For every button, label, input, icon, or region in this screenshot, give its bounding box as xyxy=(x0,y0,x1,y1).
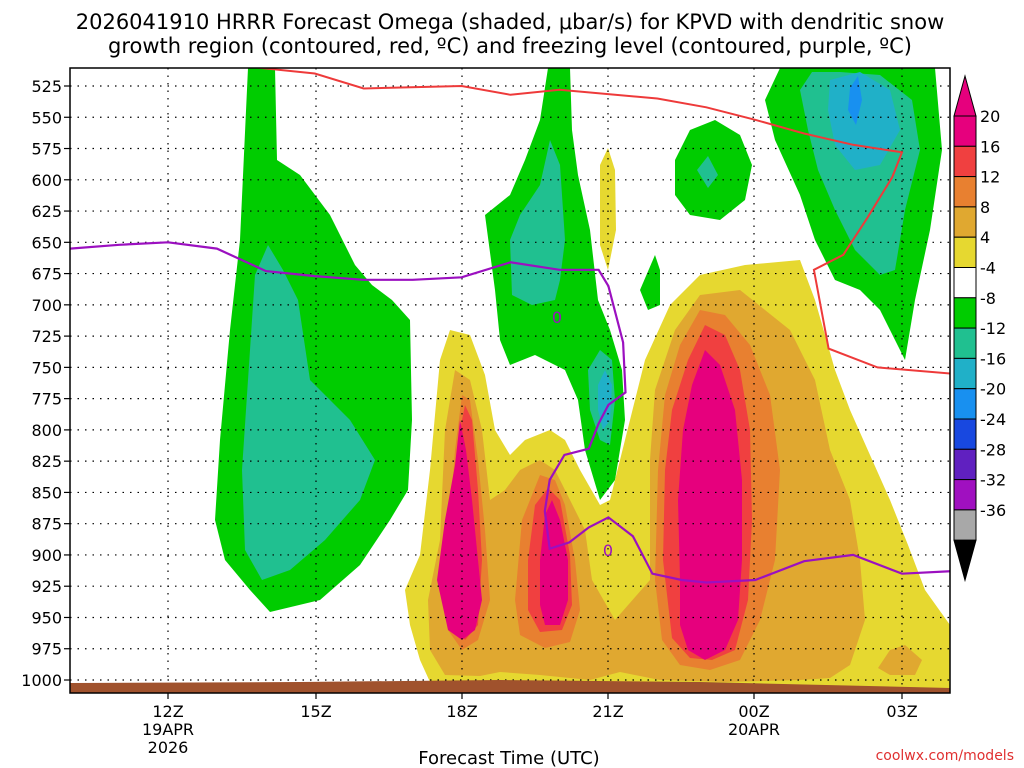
colorbar-swatch xyxy=(953,509,977,541)
colorbar-swatch xyxy=(953,206,977,238)
colorbar-label: -4 xyxy=(980,259,996,278)
y-tick-label: 800 xyxy=(31,421,62,440)
colorbar-label: 20 xyxy=(980,107,1000,126)
colorbar-swatch xyxy=(953,145,977,178)
colorbar-label: -24 xyxy=(980,410,1006,429)
x-tick-date: 20APR xyxy=(728,720,780,739)
colorbar-label: -20 xyxy=(980,380,1006,399)
y-tick-label: 950 xyxy=(31,608,62,627)
y-tick-label: 825 xyxy=(31,452,62,471)
colorbar-label: -12 xyxy=(980,319,1006,338)
y-tick-label: 550 xyxy=(31,108,62,127)
omega-region-magenta-main xyxy=(437,350,742,660)
omega-region-gold-small xyxy=(878,645,922,675)
colorbar-swatch xyxy=(953,448,977,481)
colorbar-label: -32 xyxy=(980,471,1006,490)
freezing-level-label: 0 xyxy=(552,308,562,327)
omega-region-red-main xyxy=(452,325,752,660)
x-tick-label: 12Z xyxy=(152,702,183,721)
y-tick-label: 850 xyxy=(31,483,62,502)
colorbar-swatch xyxy=(953,236,977,268)
y-axis: 525 550 575 600 625 650 675 700 725 750 775 800 825 8… xyxy=(21,77,70,690)
freezing-level-label-2: 0 xyxy=(603,541,613,560)
colorbar: 20 16 12 8 4 -4 -8 -12 -16 -20 -24 -28 -32 -36 xyxy=(953,74,1006,583)
omega-shading xyxy=(215,68,950,693)
colorbar-swatch xyxy=(953,388,977,420)
plot-frame xyxy=(69,67,951,694)
y-tick-label: 725 xyxy=(31,327,62,346)
x-tick-label: 15Z xyxy=(300,702,331,721)
colorbar-top-arrow xyxy=(953,74,977,117)
colorbar-swatch xyxy=(953,357,977,390)
omega-region-green-small2 xyxy=(640,255,660,310)
omega-region-teal-west xyxy=(242,245,375,580)
y-tick-label: 575 xyxy=(31,140,62,159)
omega-region-cyan-east xyxy=(828,72,900,170)
omega-region-cyan-center xyxy=(598,370,612,430)
surface-terrain xyxy=(70,680,950,693)
x-tick-label: 18Z xyxy=(446,702,477,721)
colorbar-label: -8 xyxy=(980,289,996,308)
colorbar-label: -36 xyxy=(980,501,1006,520)
x-tick-year: 2026 xyxy=(148,738,189,757)
x-tick-label: 21Z xyxy=(592,702,623,721)
chart-title-line1: 2026041910 HRRR Forecast Omega (shaded, … xyxy=(76,10,945,34)
y-tick-label: 650 xyxy=(31,233,62,252)
y-tick-label: 975 xyxy=(31,640,62,659)
colorbar-label: 16 xyxy=(980,137,1000,156)
dgz-contour-line xyxy=(251,68,950,375)
colorbar-swatch xyxy=(953,418,977,450)
y-tick-label: 925 xyxy=(31,577,62,596)
colorbar-swatch xyxy=(953,176,977,208)
colorbar-swatch xyxy=(953,115,977,147)
omega-region-yellow-small xyxy=(600,148,616,270)
y-tick-label: 775 xyxy=(31,390,62,409)
y-tick-label: 900 xyxy=(31,546,62,565)
colorbar-swatch xyxy=(953,479,977,511)
y-tick-label: 600 xyxy=(31,171,62,190)
y-tick-label: 700 xyxy=(31,296,62,315)
freezing-level-line xyxy=(70,241,950,584)
y-tick-label: 875 xyxy=(31,515,62,534)
x-axis-title: Forecast Time (UTC) xyxy=(418,748,599,768)
colorbar-swatch xyxy=(953,327,977,359)
colorbar-label: 8 xyxy=(980,198,990,217)
colorbar-swatch xyxy=(953,267,977,299)
omega-region-teal-small xyxy=(697,156,718,188)
y-tick-label: 675 xyxy=(31,265,62,284)
x-tick-date: 19APR xyxy=(142,720,194,739)
x-tick-label: 03Z xyxy=(886,702,917,721)
y-tick-label: 1000 xyxy=(21,671,62,690)
y-tick-label: 525 xyxy=(31,77,62,96)
colorbar-label: -16 xyxy=(980,349,1006,368)
chart-title-line2: growth region (contoured, red, ºC) and f… xyxy=(108,34,912,58)
omega-region-blue-east xyxy=(848,76,862,125)
colorbar-label: 12 xyxy=(980,168,1000,187)
credit-text: coolwx.com/models xyxy=(876,748,1014,764)
colorbar-label: -28 xyxy=(980,440,1006,459)
y-tick-label: 625 xyxy=(31,202,62,221)
colorbar-swatch xyxy=(953,297,977,329)
y-tick-label: 750 xyxy=(31,358,62,377)
x-tick-label: 00Z xyxy=(738,702,769,721)
colorbar-label: 4 xyxy=(980,228,990,247)
colorbar-bottom-arrow xyxy=(953,539,977,583)
